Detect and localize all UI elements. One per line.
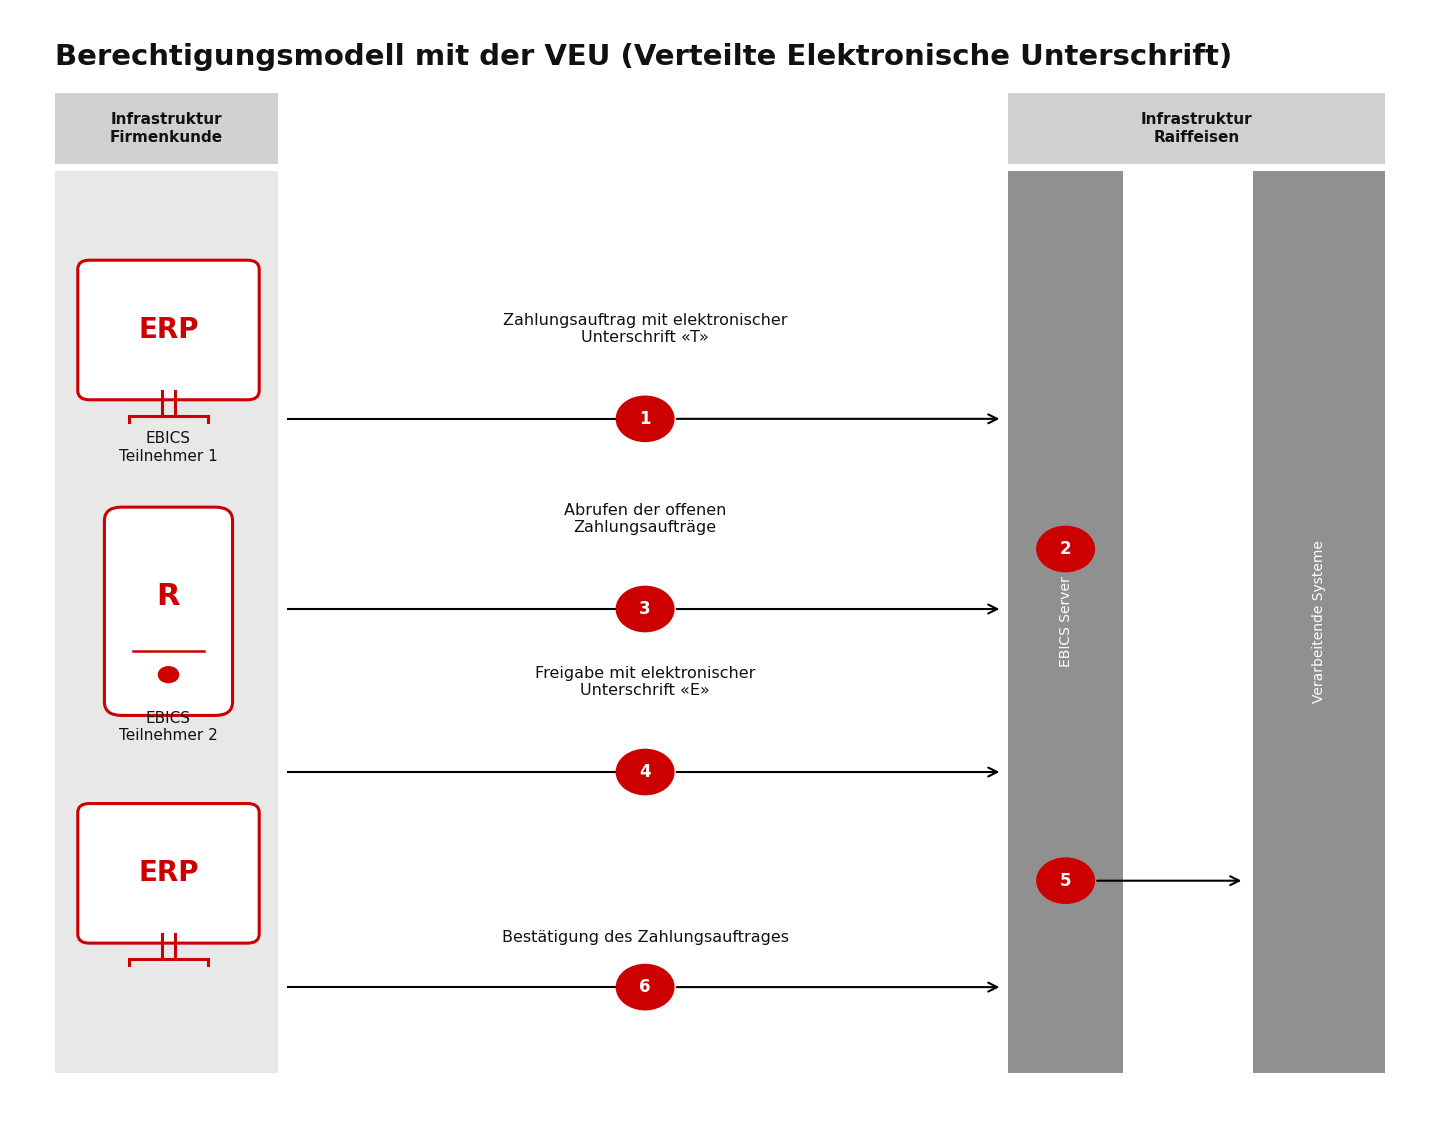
Text: Infrastruktur
Firmenkunde: Infrastruktur Firmenkunde (109, 112, 223, 145)
Text: ERP: ERP (138, 316, 199, 344)
Text: Berechtigungsmodell mit der VEU (Verteilte Elektronische Unterschrift): Berechtigungsmodell mit der VEU (Verteil… (55, 43, 1233, 71)
Circle shape (616, 586, 674, 632)
FancyBboxPatch shape (105, 507, 233, 715)
Text: Zahlungsauftrag mit elektronischer
Unterschrift «T»: Zahlungsauftrag mit elektronischer Unter… (503, 312, 788, 345)
Text: Verarbeitende Systeme: Verarbeitende Systeme (1312, 541, 1326, 703)
Circle shape (616, 964, 674, 1010)
FancyBboxPatch shape (55, 171, 278, 1073)
FancyBboxPatch shape (1008, 171, 1123, 1073)
FancyBboxPatch shape (78, 260, 259, 400)
Circle shape (1037, 858, 1094, 903)
FancyBboxPatch shape (1253, 171, 1385, 1073)
FancyBboxPatch shape (55, 93, 278, 164)
Circle shape (616, 749, 674, 795)
Text: 5: 5 (1060, 872, 1071, 890)
Text: Freigabe mit elektronischer
Unterschrift «E»: Freigabe mit elektronischer Unterschrift… (534, 666, 756, 698)
Text: R: R (157, 582, 180, 611)
Text: Bestätigung des Zahlungsauftrages: Bestätigung des Zahlungsauftrages (501, 931, 789, 945)
Text: EBICS
Teilnehmer 2: EBICS Teilnehmer 2 (120, 711, 217, 744)
FancyBboxPatch shape (1008, 93, 1385, 164)
Circle shape (1037, 526, 1094, 572)
Text: Infrastruktur
Raiffeisen: Infrastruktur Raiffeisen (1140, 112, 1253, 145)
Circle shape (158, 667, 179, 683)
FancyBboxPatch shape (78, 804, 259, 943)
Text: 4: 4 (639, 763, 651, 781)
Text: 3: 3 (639, 600, 651, 618)
Text: 6: 6 (639, 978, 651, 996)
Text: ERP: ERP (138, 859, 199, 887)
Text: 1: 1 (639, 410, 651, 428)
Circle shape (616, 396, 674, 441)
Text: EBICS Server: EBICS Server (1058, 576, 1073, 668)
Text: Abrufen der offenen
Zahlungsaufträge: Abrufen der offenen Zahlungsaufträge (564, 503, 726, 535)
Text: EBICS
Teilnehmer 1: EBICS Teilnehmer 1 (120, 431, 217, 464)
Text: 2: 2 (1060, 540, 1071, 558)
